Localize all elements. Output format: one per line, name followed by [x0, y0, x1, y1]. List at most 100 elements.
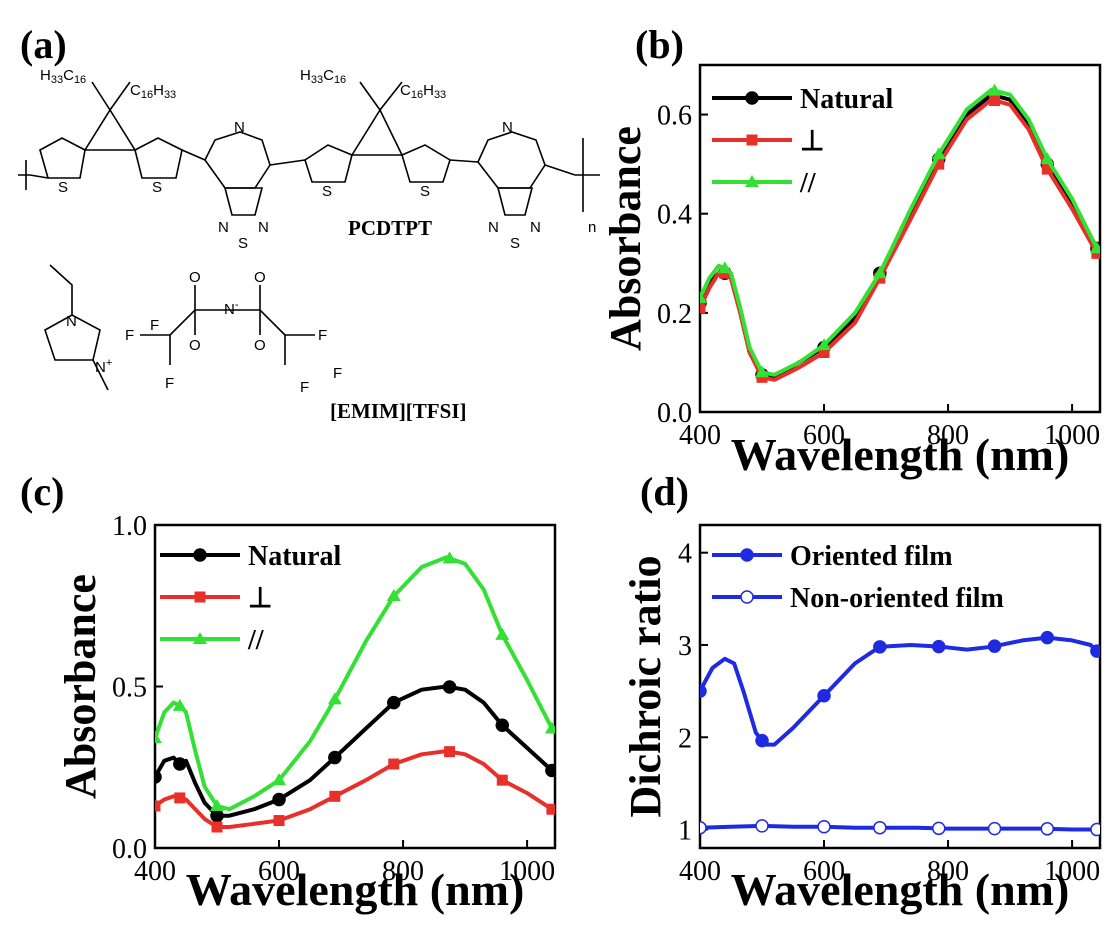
- series-line: [700, 635, 1100, 747]
- nitrogen-atom-1: N: [234, 119, 245, 136]
- imidazolium-ring: [44, 314, 101, 361]
- legend-item: //: [160, 625, 265, 656]
- x-tick-label: 800: [382, 856, 424, 887]
- x-tick-label: 800: [927, 420, 969, 451]
- data-point-marker: [174, 792, 186, 804]
- x-axis-title: Wavelength (nm): [731, 429, 1070, 480]
- data-point-marker: [932, 639, 946, 654]
- data-point-marker: [442, 680, 457, 694]
- nitrogen-atom-5: N: [488, 219, 499, 236]
- legend-item: Non-oriented film: [712, 583, 1004, 614]
- legend-swatch-marker: [746, 134, 758, 146]
- x-axis-title: Wavelength (nm): [731, 864, 1070, 915]
- y-tick-label: 2: [678, 723, 692, 754]
- legend-label: ⊥: [248, 583, 272, 614]
- polymer-right-bracket: [575, 138, 600, 212]
- x-tick-label: 400: [679, 420, 721, 451]
- polymer-name: PCDTPT: [348, 216, 432, 240]
- series-1: [700, 630, 1100, 748]
- sulfur-atom-4: S: [420, 183, 430, 200]
- y-tick-label: 1.0: [112, 511, 147, 542]
- x-tick-label: 600: [803, 420, 845, 451]
- data-point-marker: [496, 774, 508, 786]
- legend-swatch-marker: [745, 91, 759, 105]
- nitrogen-atom-4: N: [258, 219, 269, 236]
- data-point-marker: [989, 95, 1001, 107]
- data-point-marker: [931, 147, 946, 160]
- x-tick-label: 600: [258, 856, 300, 887]
- data-point-marker: [817, 820, 831, 834]
- fluorine-atom-5: F: [333, 365, 342, 382]
- data-point-marker: [442, 551, 457, 564]
- panel-label-d: (d): [640, 469, 689, 514]
- data-point-marker: [155, 800, 161, 812]
- y-tick-label: 4: [678, 539, 692, 570]
- data-point-marker: [155, 731, 162, 744]
- panel-label-a: (a): [20, 22, 67, 67]
- data-point-marker: [272, 792, 286, 807]
- data-point-marker: [1040, 630, 1055, 645]
- oxygen-atom-2: O: [189, 337, 201, 354]
- data-point-marker: [987, 83, 1002, 96]
- y-tick-label: 0.4: [657, 200, 692, 231]
- panel-label-b: (b): [635, 22, 684, 67]
- legend-label: //: [799, 168, 817, 199]
- x-tick-label: 800: [927, 856, 969, 887]
- series-line: [155, 684, 554, 818]
- data-point-marker: [272, 773, 287, 786]
- legend-label: Oriented film: [790, 541, 953, 572]
- pyridine-ring-2: [477, 131, 546, 189]
- legend-swatch-marker: [194, 591, 206, 603]
- emim-n2: N+: [95, 357, 112, 376]
- sulfur-atom-5: S: [238, 235, 248, 252]
- data-point-marker: [386, 589, 401, 602]
- legend-label: //: [247, 625, 265, 656]
- data-point-marker: [818, 347, 830, 359]
- cyclopenta-ring-1: [83, 108, 137, 151]
- data-point-marker: [1040, 152, 1055, 165]
- nitrogen-atom-6: N: [530, 219, 541, 236]
- data-point-marker: [717, 261, 732, 274]
- cyclopenta-ring-2: [350, 108, 404, 156]
- data-point-marker: [210, 799, 225, 812]
- y-tick-label: 0.2: [657, 299, 692, 330]
- chart-c-absorbance-oriented: 400 600 800 1000 0.0 0.5 1.0 Wavelength (nm) Abs…: [56, 511, 557, 915]
- y-tick-label: 0.5: [112, 673, 147, 704]
- chart-b-absorbance-natural: 400 600 800 1000 0.0 0.2 0.4 0.6 Wavelength (nm)…: [601, 63, 1102, 480]
- legend-swatch-marker: [745, 175, 759, 187]
- tfsi-n: N-: [224, 299, 239, 318]
- legend-label: ⊥: [800, 126, 824, 157]
- series-2: [700, 819, 1100, 837]
- y-axis-title: Absorbance: [56, 574, 105, 799]
- y-axis-title: Absorbance: [601, 126, 650, 351]
- data-point-marker: [495, 718, 510, 733]
- fluorine-atom-6: F: [300, 379, 309, 396]
- salt-name: [EMIM][TFSI]: [330, 399, 466, 423]
- x-tick-label: 600: [803, 856, 845, 887]
- data-point-marker: [329, 790, 341, 802]
- data-point-marker: [544, 721, 555, 734]
- data-point-marker: [211, 821, 223, 833]
- y-tick-label: 0.6: [657, 101, 692, 132]
- legend-item: Oriented film: [712, 541, 953, 572]
- x-tick-label: 1000: [1044, 856, 1100, 887]
- series-1: [155, 680, 555, 823]
- series-3: [155, 551, 555, 812]
- data-point-marker: [1040, 822, 1055, 836]
- chart-d-dichroic-ratio: 400 600 800 1000 1 2 3 4 Wavelength (nm) Dichroic…: [621, 523, 1102, 915]
- fluorine-atom-2: F: [150, 317, 159, 334]
- data-point-marker: [933, 158, 945, 170]
- data-point-marker: [873, 820, 887, 835]
- sulfur-atom-2: S: [152, 179, 162, 196]
- fluorine-atom-4: F: [318, 327, 327, 344]
- thiophene-ring-3: [304, 144, 353, 183]
- data-point-marker: [873, 640, 887, 654]
- data-point-marker: [155, 770, 162, 784]
- oxygen-atom-1: O: [189, 269, 201, 286]
- nitrogen-atom-2: N: [502, 119, 513, 136]
- chemical-structures: [18, 81, 600, 391]
- data-point-marker: [987, 639, 1002, 653]
- legend-item: ⊥: [160, 583, 272, 614]
- data-point-marker: [495, 627, 510, 640]
- series-3: [700, 83, 1100, 378]
